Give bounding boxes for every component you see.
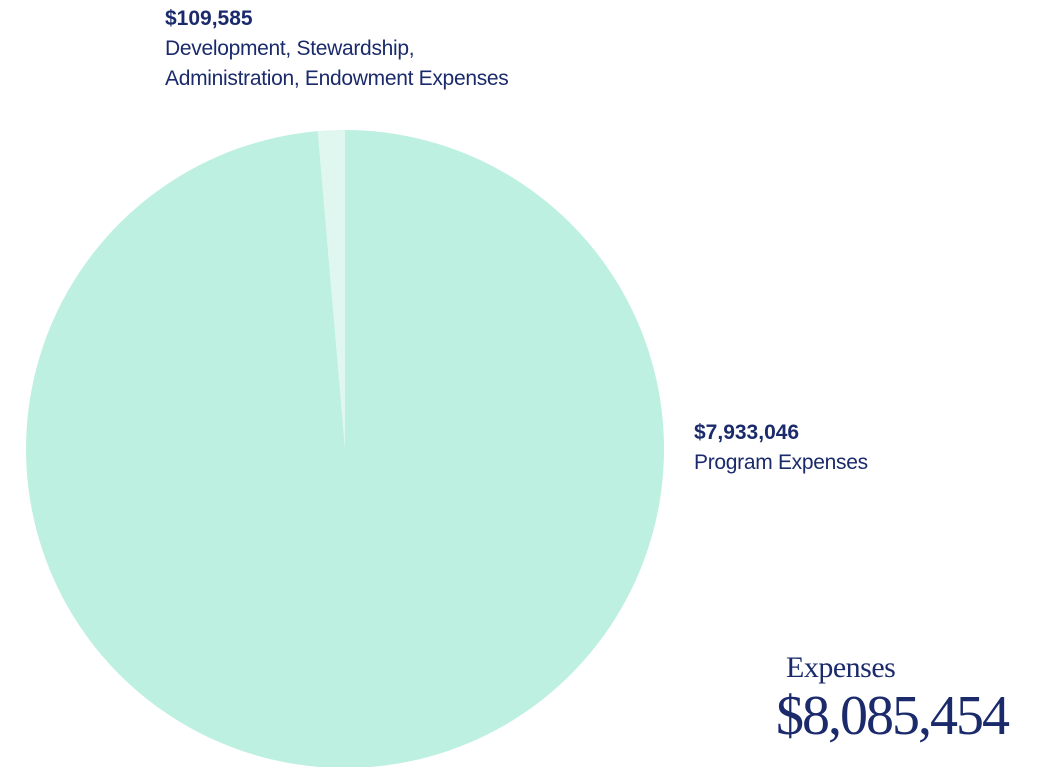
slice-value-development: $109,585 xyxy=(165,7,253,30)
total-expenses: Expenses $8,085,454 xyxy=(776,650,1010,746)
slice-value-program: $7,933,046 xyxy=(694,421,800,444)
slice-name-development-line-1: Development, Stewardship, xyxy=(165,37,415,60)
total-expenses-title: Expenses xyxy=(786,651,896,684)
pie-slice-development xyxy=(317,130,345,449)
slice-label-development: $109,585 Development, Stewardship, Admin… xyxy=(165,4,635,94)
total-expenses-value: $8,085,454 xyxy=(776,685,1010,747)
slice-label-program: $7,933,046 Program Expenses xyxy=(694,418,1024,478)
slice-name-program: Program Expenses xyxy=(694,451,868,474)
pie-slice-program xyxy=(26,130,664,767)
slice-name-development-line-2: Administration, Endowment Expenses xyxy=(165,67,509,90)
